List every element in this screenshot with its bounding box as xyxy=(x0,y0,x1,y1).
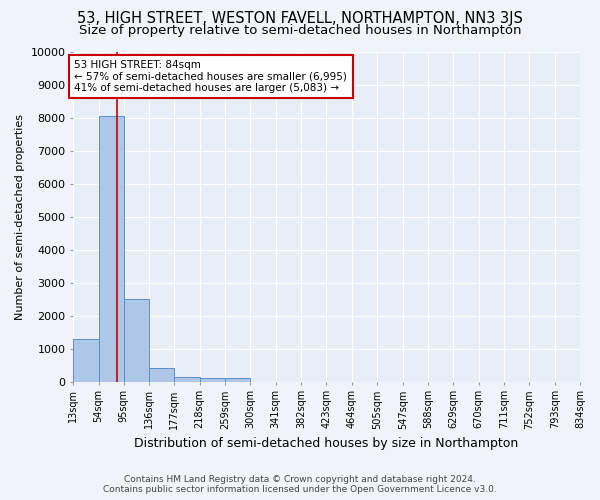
Bar xyxy=(73,338,98,382)
Text: Size of property relative to semi-detached houses in Northampton: Size of property relative to semi-detach… xyxy=(79,24,521,37)
Bar xyxy=(225,378,250,382)
Text: 53, HIGH STREET, WESTON FAVELL, NORTHAMPTON, NN3 3JS: 53, HIGH STREET, WESTON FAVELL, NORTHAMP… xyxy=(77,11,523,26)
Bar xyxy=(200,378,225,382)
Text: 53 HIGH STREET: 84sqm
← 57% of semi-detached houses are smaller (6,995)
41% of s: 53 HIGH STREET: 84sqm ← 57% of semi-deta… xyxy=(74,60,347,93)
Bar xyxy=(98,116,124,382)
Text: Contains HM Land Registry data © Crown copyright and database right 2024.
Contai: Contains HM Land Registry data © Crown c… xyxy=(103,474,497,494)
Bar xyxy=(175,376,200,382)
Bar xyxy=(149,368,175,382)
Bar xyxy=(124,299,149,382)
Y-axis label: Number of semi-detached properties: Number of semi-detached properties xyxy=(15,114,25,320)
X-axis label: Distribution of semi-detached houses by size in Northampton: Distribution of semi-detached houses by … xyxy=(134,437,519,450)
